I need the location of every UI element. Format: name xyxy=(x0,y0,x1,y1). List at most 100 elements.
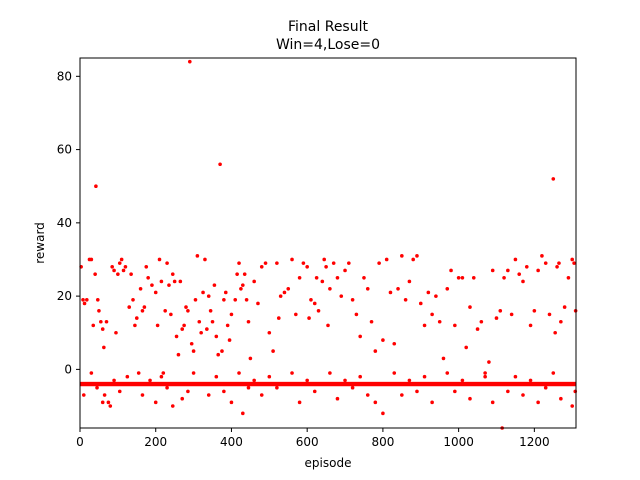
data-point xyxy=(239,286,243,291)
data-point xyxy=(490,268,495,273)
data-point xyxy=(106,400,111,405)
data-point xyxy=(222,389,226,394)
data-point xyxy=(347,261,351,265)
y-tick-label: 20 xyxy=(57,289,72,303)
data-point xyxy=(322,257,327,262)
data-point xyxy=(475,327,480,331)
data-point xyxy=(407,378,412,383)
data-point xyxy=(186,389,190,394)
data-point xyxy=(290,257,294,262)
y-axis: 0 20 40 60 80 xyxy=(57,69,80,376)
data-point xyxy=(543,261,548,265)
data-point xyxy=(223,290,228,295)
data-point xyxy=(570,257,575,262)
data-point xyxy=(189,341,194,346)
data-point xyxy=(148,378,152,383)
data-point xyxy=(97,308,101,313)
data-point xyxy=(506,268,510,273)
data-point xyxy=(453,389,457,394)
y-tick-label: 0 xyxy=(64,362,72,376)
data-point xyxy=(229,312,234,317)
data-point xyxy=(235,272,239,276)
data-point xyxy=(377,261,381,265)
data-point xyxy=(506,389,510,394)
data-point xyxy=(165,261,169,265)
data-point xyxy=(170,272,175,276)
data-point xyxy=(246,385,251,390)
data-point xyxy=(248,356,253,361)
data-point xyxy=(524,265,529,269)
data-point xyxy=(233,297,238,302)
data-point xyxy=(252,279,256,284)
data-point xyxy=(566,276,571,280)
data-point xyxy=(259,265,264,269)
data-point xyxy=(324,265,328,269)
data-point xyxy=(241,411,245,416)
x-axis: 0 200 400 600 800 1000 1200 xyxy=(76,428,550,449)
data-point xyxy=(182,323,186,328)
data-point xyxy=(203,257,207,262)
data-point xyxy=(464,345,468,350)
data-point xyxy=(400,254,404,258)
data-point xyxy=(99,319,103,324)
data-point xyxy=(494,316,499,320)
data-point xyxy=(191,371,196,375)
data-point xyxy=(174,334,179,339)
data-point xyxy=(509,312,514,317)
x-tick-label: 1200 xyxy=(519,435,550,449)
data-point xyxy=(422,323,427,328)
data-point xyxy=(119,257,124,262)
data-point xyxy=(430,400,434,405)
data-point xyxy=(100,400,105,405)
y-tick-label: 40 xyxy=(57,216,72,230)
data-point xyxy=(82,301,87,306)
data-point xyxy=(150,283,154,287)
data-point xyxy=(161,371,166,375)
y-tick-label: 80 xyxy=(57,69,72,83)
data-point xyxy=(95,385,99,390)
data-point xyxy=(384,257,389,262)
data-point xyxy=(140,393,145,397)
data-point xyxy=(157,257,162,262)
data-point xyxy=(418,301,423,306)
data-point xyxy=(227,338,232,342)
data-point xyxy=(159,374,164,379)
data-point xyxy=(102,393,107,397)
data-point xyxy=(335,276,340,280)
data-point xyxy=(381,338,385,342)
data-point xyxy=(551,177,556,181)
data-point xyxy=(453,323,457,328)
data-point xyxy=(134,316,139,320)
x-tick-label: 0 xyxy=(76,435,84,449)
data-point xyxy=(205,327,209,331)
data-point xyxy=(297,276,302,280)
data-point xyxy=(199,330,203,335)
data-point xyxy=(517,272,522,276)
data-point xyxy=(159,279,164,284)
data-point xyxy=(89,371,94,375)
data-point xyxy=(441,356,446,361)
data-point xyxy=(89,257,94,262)
data-point xyxy=(117,389,122,394)
data-point xyxy=(521,279,525,284)
data-point xyxy=(573,389,578,394)
plot-frame xyxy=(79,57,577,429)
data-point xyxy=(214,334,219,339)
data-point xyxy=(358,374,362,379)
y-tick-label: 60 xyxy=(57,143,72,157)
data-point xyxy=(543,385,548,390)
baseline-band xyxy=(80,381,576,387)
data-point xyxy=(108,404,113,408)
x-tick-label: 800 xyxy=(371,435,394,449)
data-point xyxy=(445,371,450,375)
data-point xyxy=(91,323,96,328)
data-point xyxy=(206,294,211,298)
data-point xyxy=(100,327,105,331)
data-point xyxy=(392,341,397,346)
data-point xyxy=(498,308,503,313)
data-point xyxy=(536,400,540,405)
data-point xyxy=(142,305,147,309)
data-point xyxy=(490,400,495,405)
data-point xyxy=(392,371,397,375)
